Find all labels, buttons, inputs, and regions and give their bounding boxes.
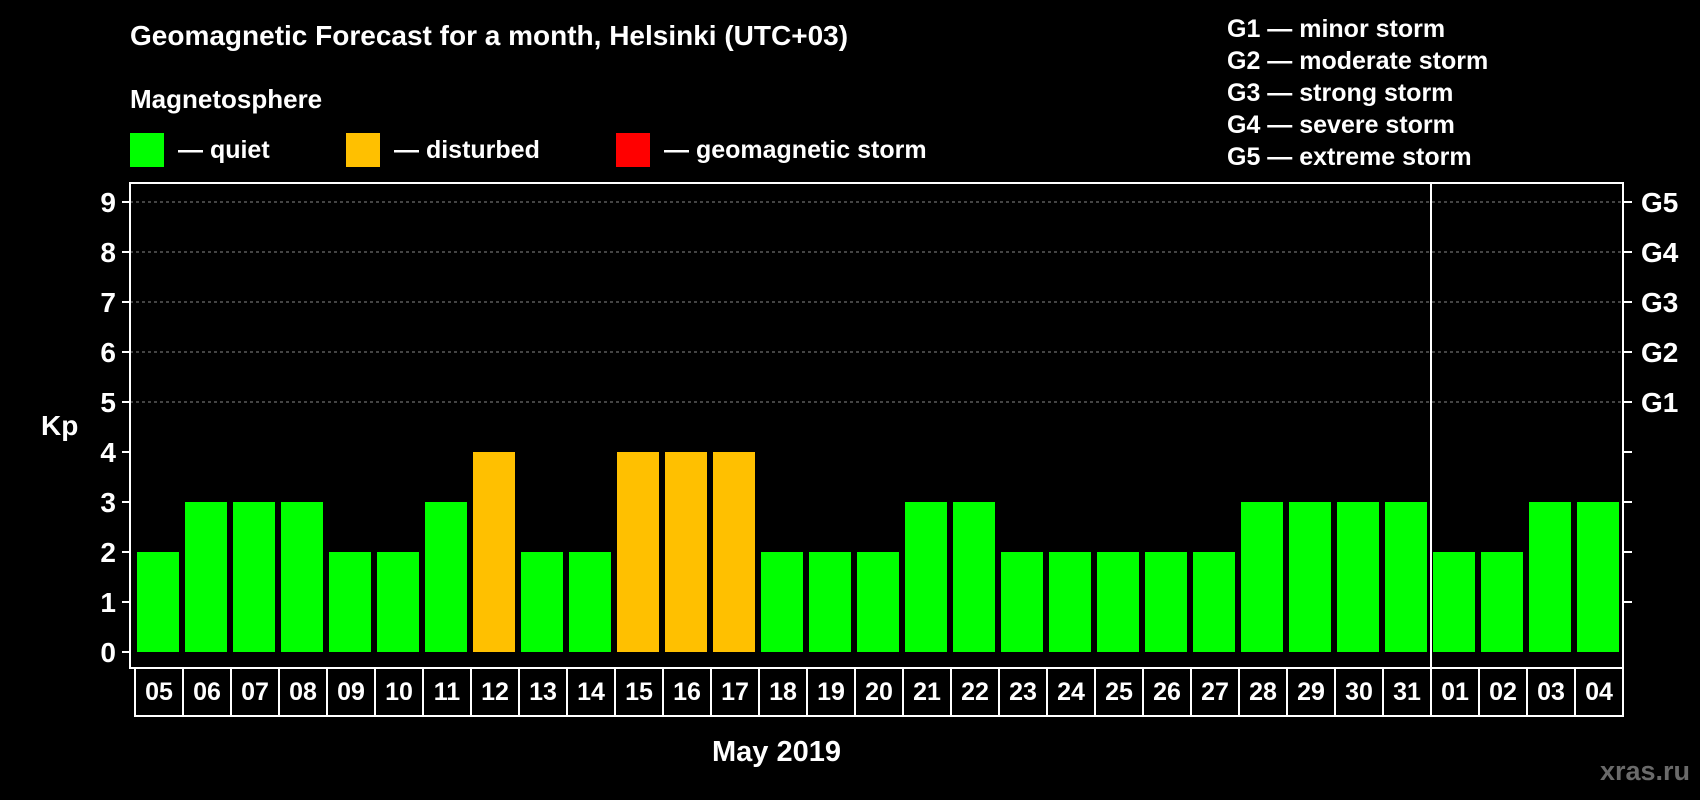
date-label-11: 11 [434,678,461,706]
legend-storm-label: — geomagnetic storm [664,135,927,164]
y-tick-label-5: 5 [100,387,116,418]
date-label-03: 03 [1537,678,1565,706]
bar-day-08 [281,502,323,652]
bar-day-31 [1385,502,1427,652]
y-axis-label: Kp [41,410,79,441]
g-label-G4: G4 [1641,237,1679,268]
legend-storm: — geomagnetic storm [616,133,927,167]
legend-storm-swatch [616,133,650,167]
date-label-12: 12 [481,678,509,706]
legend-quiet: — quiet [130,133,270,167]
bar-day-02 [1481,552,1523,652]
date-axis-frame [134,667,1624,717]
date-label-27: 27 [1201,678,1229,706]
bar-day-29 [1289,502,1331,652]
date-label-22: 22 [961,678,989,706]
g2-legend-item: G2 — moderate storm [1227,47,1489,75]
date-label-18: 18 [769,678,797,706]
g4-legend-item: G4 — severe storm [1227,111,1455,139]
date-label-23: 23 [1009,678,1037,706]
bar-day-30 [1337,502,1379,652]
bar-day-25 [1097,552,1139,652]
g-scale-legend: G1 — minor storm G2 — moderate storm G3 … [1227,13,1488,173]
bar-day-06 [185,502,227,652]
bar-day-09 [329,552,371,652]
y-tick-label-8: 8 [100,237,116,268]
g3-legend-item: G3 — strong storm [1227,79,1454,107]
x-axis-label: May 2019 [712,736,841,768]
bar-day-12 [473,452,515,652]
bar-day-22 [953,502,995,652]
date-label-08: 08 [289,678,317,706]
date-label-21: 21 [913,678,941,706]
g-label-G5: G5 [1641,187,1678,218]
date-label-29: 29 [1297,678,1325,706]
bar-day-18 [761,552,803,652]
bar-day-05 [137,552,179,652]
bar-day-27 [1193,552,1235,652]
g1-legend-item: G1 — minor storm [1227,15,1446,43]
date-label-28: 28 [1249,678,1277,706]
g-label-G3: G3 [1641,287,1678,318]
date-label-02: 02 [1489,678,1517,706]
bar-day-04 [1577,502,1619,652]
bar-day-23 [1001,552,1043,652]
bar-day-16 [665,452,707,652]
bar-day-13 [521,552,563,652]
y-tick-label-9: 9 [100,187,116,218]
date-label-24: 24 [1057,678,1085,706]
bar-day-26 [1145,552,1187,652]
g-label-G2: G2 [1641,337,1678,368]
y-tick-label-6: 6 [100,337,116,368]
date-label-09: 09 [337,678,365,706]
bar-day-03 [1529,502,1571,652]
legend-disturbed-swatch [346,133,380,167]
bar-day-07 [233,502,275,652]
bar-day-21 [905,502,947,652]
bar-day-28 [1241,502,1283,652]
y-tick-label-1: 1 [100,587,116,618]
date-label-16: 16 [673,678,701,706]
date-label-06: 06 [193,678,221,706]
magnetosphere-subtitle: Magnetosphere [130,84,323,114]
date-label-19: 19 [817,678,845,706]
date-label-13: 13 [529,678,557,706]
date-label-31: 31 [1393,678,1421,706]
bar-day-01 [1433,552,1475,652]
bar-day-24 [1049,552,1091,652]
date-label-30: 30 [1345,678,1373,706]
date-label-14: 14 [577,678,605,706]
date-label-04: 04 [1585,678,1613,706]
date-label-20: 20 [865,678,893,706]
date-label-26: 26 [1153,678,1181,706]
date-label-01: 01 [1441,678,1469,706]
bar-day-19 [809,552,851,652]
bar-day-17 [713,452,755,652]
y-tick-label-7: 7 [100,287,116,318]
date-label-07: 07 [241,678,269,706]
chart-title: Geomagnetic Forecast for a month, Helsin… [130,20,849,51]
watermark: xras.ru [1599,756,1690,786]
date-label-15: 15 [625,678,653,706]
bar-day-15 [617,452,659,652]
bar-day-14 [569,552,611,652]
g-label-G1: G1 [1641,387,1678,418]
y-tick-label-3: 3 [100,487,116,518]
g5-legend-item: G5 — extreme storm [1227,143,1472,171]
bar-day-11 [425,502,467,652]
y-tick-label-2: 2 [100,537,116,568]
legend-quiet-swatch [130,133,164,167]
date-label-10: 10 [385,678,413,706]
legend-quiet-label: — quiet [178,135,270,164]
date-label-05: 05 [145,678,173,706]
legend-disturbed: — disturbed [346,133,540,167]
date-label-25: 25 [1105,678,1133,706]
date-label-17: 17 [721,678,749,706]
bar-day-20 [857,552,899,652]
y-tick-label-0: 0 [100,637,116,668]
y-tick-label-4: 4 [100,437,116,468]
bar-day-10 [377,552,419,652]
legend-disturbed-label: — disturbed [394,135,540,164]
